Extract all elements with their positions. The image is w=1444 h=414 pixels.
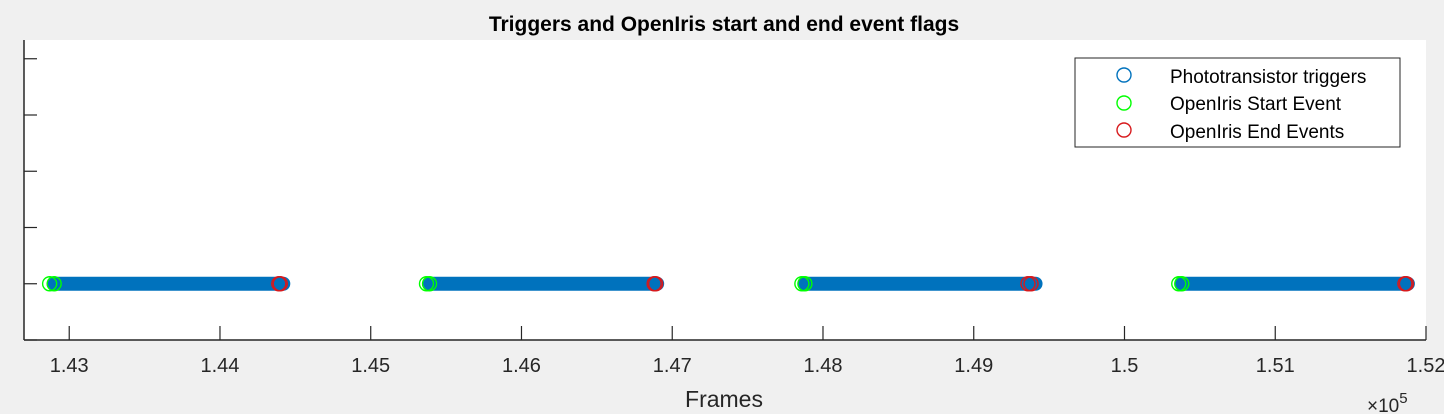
series-end-events [271,276,1415,292]
x-tick-label: 1.5 [1111,355,1139,377]
x-tick-label: 1.49 [954,355,993,377]
trigger-point-band [422,276,665,291]
trigger-point-band [1174,276,1415,291]
start-event-point [797,276,813,292]
trigger-point-band [797,276,1043,291]
x-exponent-label: ×105 [1367,390,1408,414]
x-axis-label: Frames [685,386,763,412]
legend-label-phototransistor: Phototransistor triggers [1170,67,1366,88]
x-tick-label: 1.48 [804,355,843,377]
series-phototransistor-triggers [47,276,1415,291]
x-tick-label: 1.43 [50,355,89,377]
series-layer [41,276,1415,292]
x-ticks: 1.43 1.44 1.45 1.46 1.47 1.48 1.49 1.5 1.51 1.52 [50,326,1444,377]
start-event-point [1174,276,1190,292]
legend-marker-start-event [1116,95,1132,111]
y-ticks [24,58,37,341]
x-tick-label: 1.44 [201,355,240,377]
legend-box [1074,57,1401,148]
start-event-point [46,276,62,292]
x-tick-label: 1.52 [1407,355,1444,377]
legend-marker-phototransistor [1116,67,1132,83]
chart-title: Triggers and OpenIris start and end even… [489,13,959,36]
x-exponent-power: 5 [1399,390,1407,407]
end-event-point [272,276,288,292]
legend: Phototransistor triggers OpenIris Start … [1074,57,1401,148]
end-event-point [1398,276,1415,292]
x-tick-label: 1.45 [351,355,390,377]
x-tick-label: 1.51 [1256,355,1295,377]
x-tick-label: 1.47 [653,355,692,377]
trigger-point-band [47,276,291,291]
legend-label-end-events: OpenIris End Events [1170,122,1344,143]
end-event-point [1023,276,1039,292]
x-tick-label: 1.46 [502,355,541,377]
legend-label-start-event: OpenIris Start Event [1170,94,1342,115]
end-event-point [647,276,664,292]
start-event-point [41,276,58,292]
legend-marker-end-events [1116,122,1132,138]
start-event-point [421,276,438,292]
series-start-events [41,276,1190,292]
x-exponent-base: ×10 [1367,396,1399,414]
